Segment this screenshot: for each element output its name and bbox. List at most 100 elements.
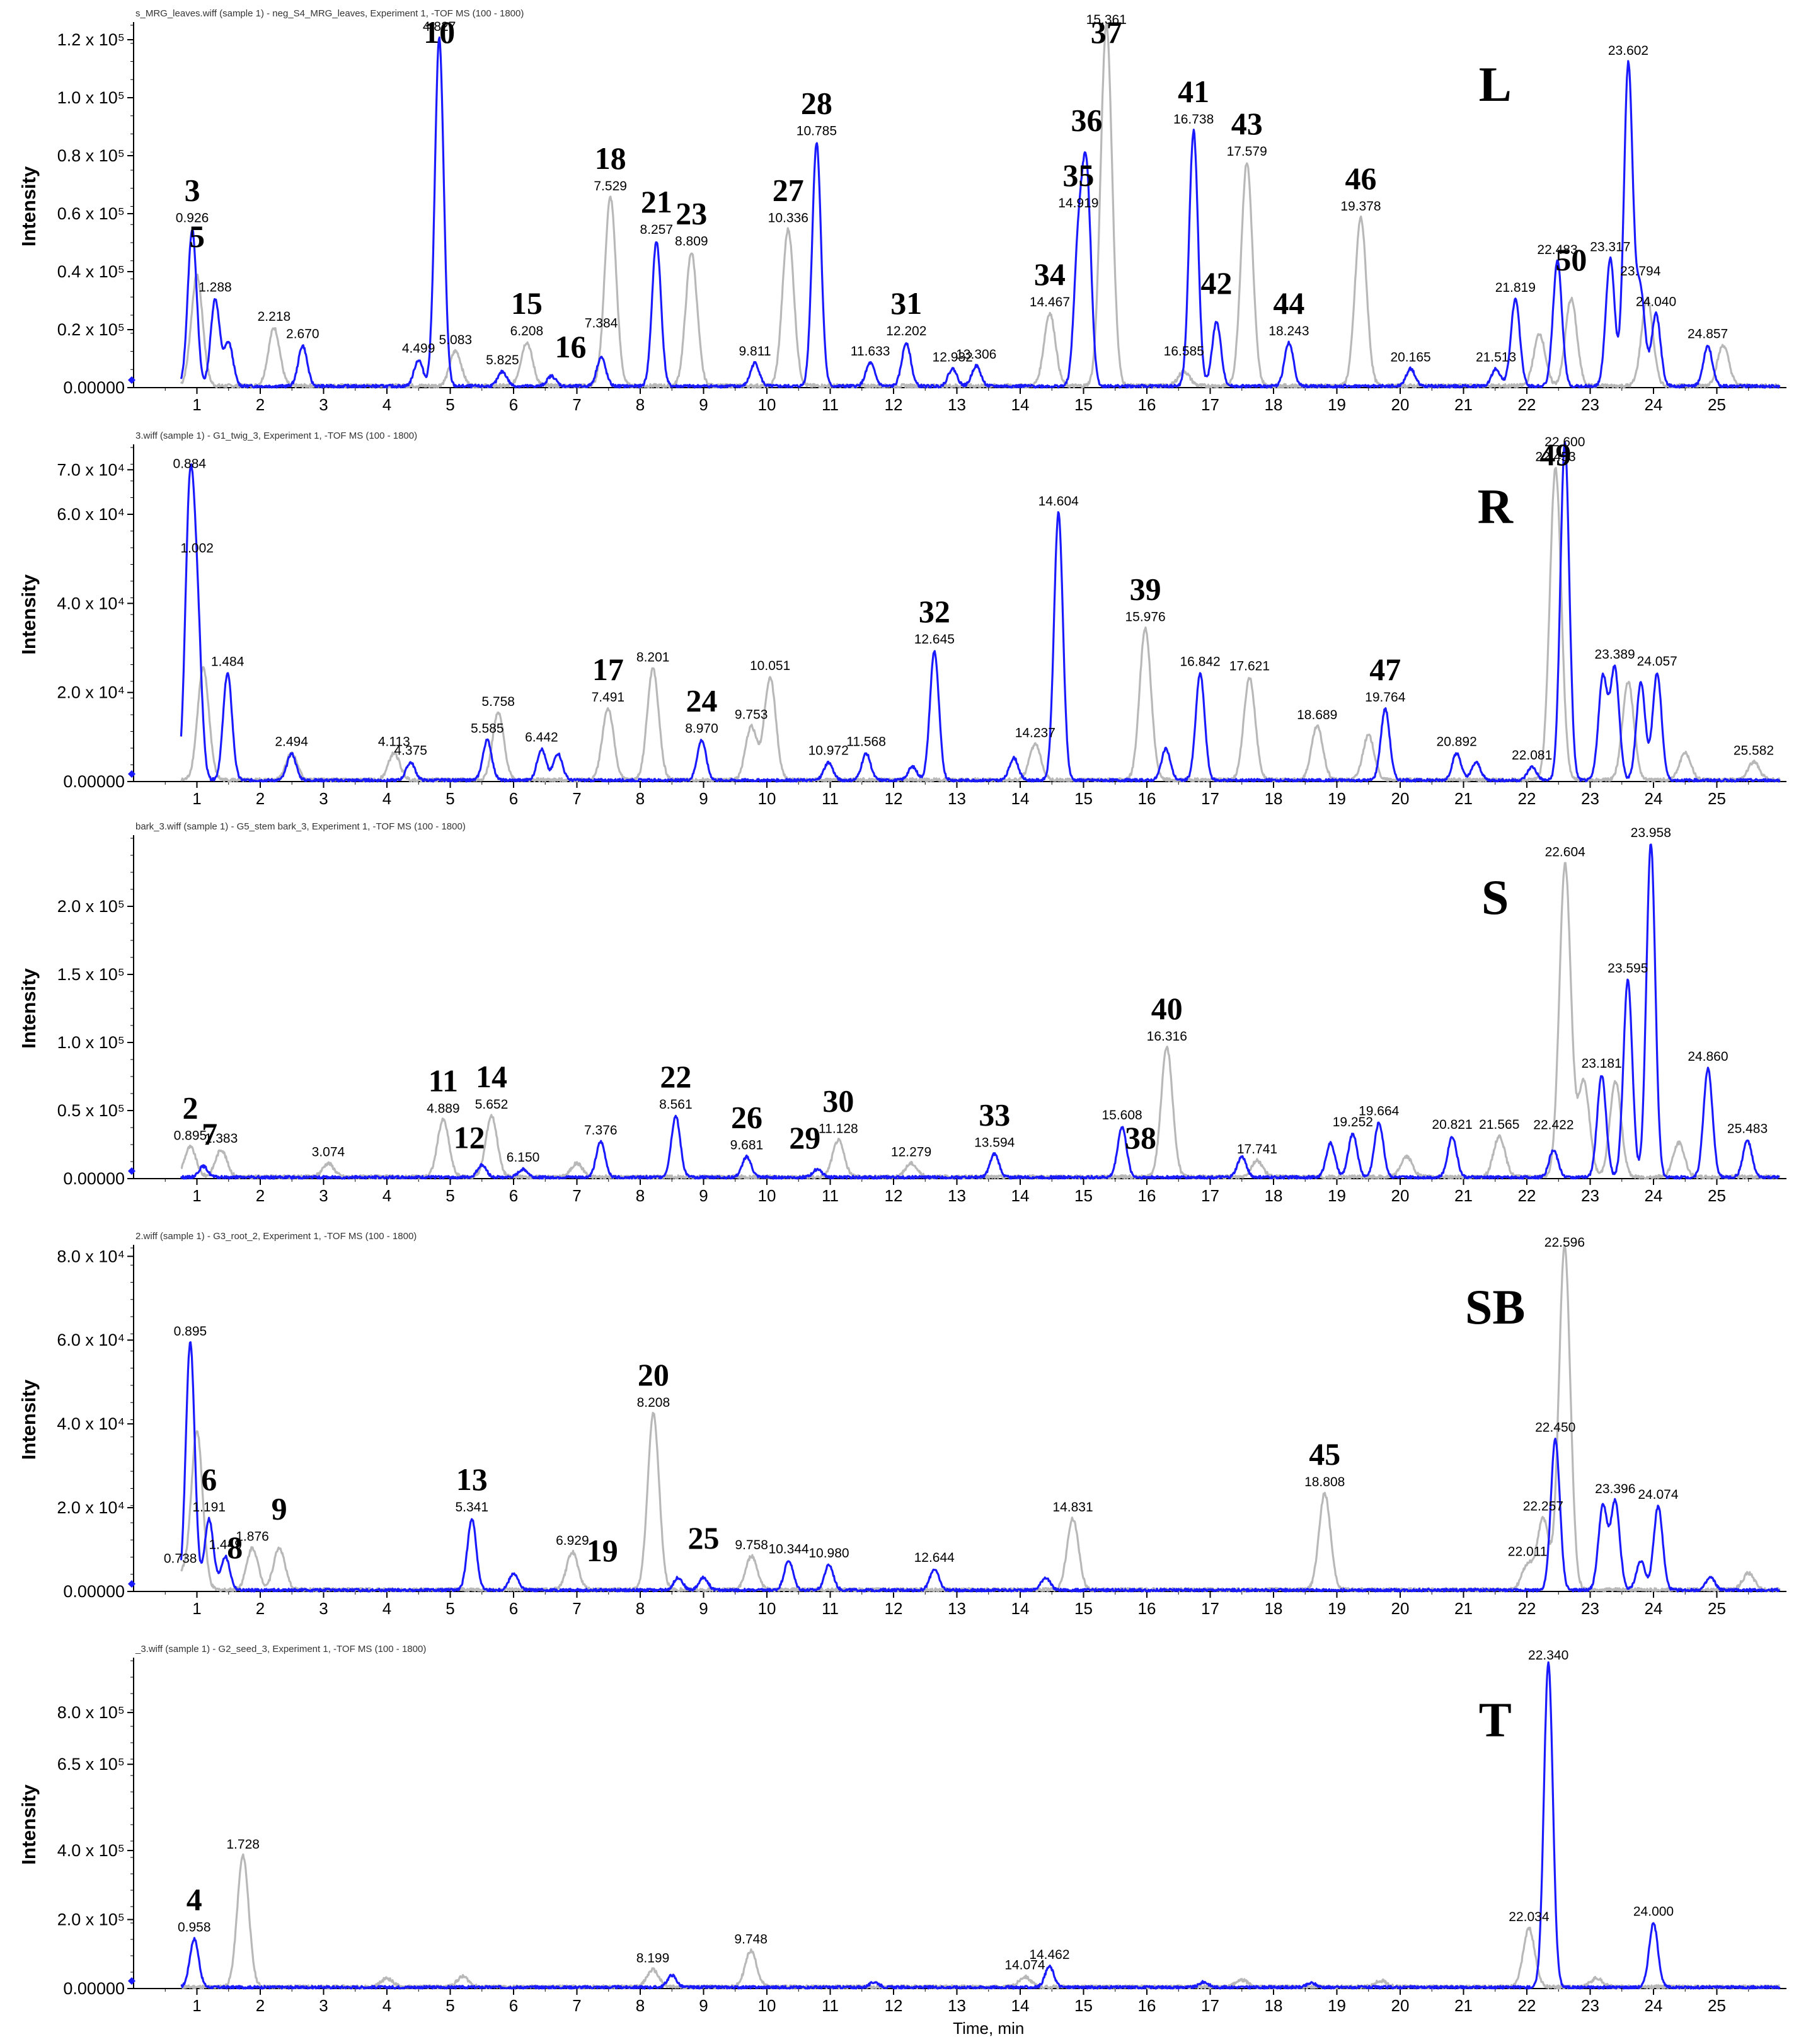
peak-label: 12.645 bbox=[914, 632, 955, 647]
blue-trace bbox=[180, 441, 1781, 783]
peak-label: 10.336 bbox=[768, 211, 808, 226]
y-tick-label: 8.0 x 10⁵ bbox=[57, 1703, 125, 1722]
y-axis-title: Intensity bbox=[18, 1379, 40, 1460]
y-axis-title: Intensity bbox=[18, 1784, 40, 1865]
x-tick-label: 7 bbox=[572, 1186, 581, 1205]
y-tick-label: 0.5 x 10⁵ bbox=[57, 1101, 125, 1120]
x-tick-label: 1 bbox=[192, 395, 201, 414]
axis-marker bbox=[128, 1580, 135, 1588]
x-tick-label: 23 bbox=[1581, 1186, 1599, 1205]
x-tick-label: 20 bbox=[1391, 395, 1410, 414]
compound-number: 12 bbox=[454, 1120, 485, 1155]
peak-label: 14.074 bbox=[1004, 1958, 1045, 1973]
peak-label: 23.181 bbox=[1582, 1056, 1622, 1071]
x-tick-label: 20 bbox=[1391, 1186, 1410, 1205]
x-tick-label: 6 bbox=[509, 1186, 518, 1205]
peak-label: 15.608 bbox=[1101, 1108, 1142, 1123]
compound-number: 40 bbox=[1151, 991, 1183, 1026]
compound-number: 38 bbox=[1125, 1120, 1156, 1155]
peak-label: 0.895 bbox=[174, 1128, 207, 1143]
compound-number: 17 bbox=[592, 652, 624, 687]
compound-number: 41 bbox=[1178, 74, 1209, 109]
peak-label: 24.057 bbox=[1637, 654, 1677, 669]
compound-number: 42 bbox=[1201, 265, 1233, 301]
x-tick-label: 10 bbox=[758, 1996, 776, 2015]
x-tick-label: 4 bbox=[382, 1186, 391, 1205]
compound-number: 20 bbox=[638, 1357, 669, 1392]
peak-label: 0.884 bbox=[173, 456, 207, 471]
peak-label: 5.652 bbox=[475, 1097, 509, 1112]
peak-label: 1.728 bbox=[226, 1837, 260, 1852]
peak-label: 7.376 bbox=[584, 1123, 618, 1138]
peak-label: 9.748 bbox=[734, 1932, 768, 1947]
peak-label: 22.483 bbox=[1537, 243, 1577, 257]
peak-label: 20.821 bbox=[1432, 1117, 1472, 1132]
x-tick-label: 17 bbox=[1201, 1996, 1219, 2015]
panel-header: _3.wiff (sample 1) - G2_seed_3, Experime… bbox=[135, 1644, 426, 1654]
peak-label: 0.958 bbox=[178, 1920, 211, 1934]
x-tick-label: 10 bbox=[758, 1186, 776, 1205]
x-tick-label: 23 bbox=[1581, 1996, 1599, 2015]
y-axis-title: Intensity bbox=[18, 166, 40, 246]
peak-label: 22.453 bbox=[1535, 449, 1575, 464]
compound-number: 43 bbox=[1231, 106, 1263, 141]
compound-number: 30 bbox=[822, 1083, 854, 1119]
peak-label: 4.375 bbox=[394, 744, 427, 758]
x-tick-label: 4 bbox=[382, 395, 391, 414]
peak-label: 16.738 bbox=[1173, 112, 1214, 127]
peak-label: 0.738 bbox=[164, 1551, 197, 1566]
x-tick-label: 18 bbox=[1265, 1996, 1283, 2015]
x-tick-label: 10 bbox=[758, 1599, 776, 1618]
y-tick-label: 0.00000 bbox=[63, 378, 125, 397]
x-tick-label: 11 bbox=[822, 1599, 839, 1618]
x-tick-label: 18 bbox=[1265, 395, 1283, 414]
x-tick-label: 20 bbox=[1391, 789, 1410, 808]
compound-number: 13 bbox=[456, 1462, 488, 1497]
x-tick-label: 15 bbox=[1074, 1599, 1093, 1618]
axis-marker bbox=[128, 1167, 135, 1175]
compound-number: 2 bbox=[182, 1090, 198, 1125]
compound-number: 19 bbox=[587, 1533, 618, 1568]
peak-label: 7.384 bbox=[585, 316, 618, 330]
peak-label: 8.208 bbox=[637, 1395, 670, 1410]
x-tick-label: 4 bbox=[382, 1599, 391, 1618]
compound-number: 46 bbox=[1345, 161, 1376, 196]
y-tick-label: 0.00000 bbox=[63, 1169, 125, 1188]
x-tick-label: 14 bbox=[1011, 395, 1030, 414]
x-tick-label: 24 bbox=[1645, 789, 1663, 808]
peak-label: 8.201 bbox=[636, 650, 670, 664]
x-tick-label: 1 bbox=[192, 1599, 201, 1618]
x-tick-label: 9 bbox=[699, 1186, 708, 1205]
x-tick-label: 16 bbox=[1138, 1996, 1156, 2015]
x-tick-label: 19 bbox=[1328, 1599, 1346, 1618]
peak-label: 23.595 bbox=[1608, 961, 1648, 976]
peak-label: 17.741 bbox=[1237, 1142, 1277, 1157]
x-tick-label: 12 bbox=[885, 395, 903, 414]
x-tick-label: 15 bbox=[1074, 1186, 1093, 1205]
x-tick-label: 25 bbox=[1708, 1599, 1726, 1618]
peak-label: 18.808 bbox=[1304, 1475, 1345, 1489]
x-tick-label: 1 bbox=[192, 1996, 201, 2015]
peak-label: 24.000 bbox=[1633, 1905, 1674, 1919]
compound-number: 15 bbox=[511, 286, 543, 321]
x-tick-label: 25 bbox=[1708, 1186, 1726, 1205]
compound-number: 21 bbox=[641, 184, 672, 219]
x-tick-label: 15 bbox=[1074, 1996, 1093, 2015]
compound-number: 10 bbox=[423, 14, 455, 50]
x-tick-label: 16 bbox=[1138, 1599, 1156, 1618]
x-tick-label: 5 bbox=[446, 1186, 454, 1205]
x-axis-title: Time, min bbox=[953, 2019, 1024, 2038]
x-tick-label: 24 bbox=[1645, 1186, 1663, 1205]
peak-label: 15.361 bbox=[1086, 13, 1127, 27]
x-tick-label: 21 bbox=[1454, 789, 1473, 808]
panel-title: L bbox=[1479, 57, 1512, 112]
y-tick-label: 1.2 x 10⁵ bbox=[57, 30, 125, 49]
x-tick-label: 8 bbox=[636, 395, 645, 414]
peak-label: 6.208 bbox=[510, 324, 544, 338]
x-tick-label: 8 bbox=[636, 1599, 645, 1618]
panel-title: T bbox=[1479, 1692, 1512, 1747]
x-tick-label: 19 bbox=[1328, 1186, 1346, 1205]
x-tick-label: 7 bbox=[572, 1996, 581, 2015]
peak-label: 11.633 bbox=[851, 344, 890, 359]
